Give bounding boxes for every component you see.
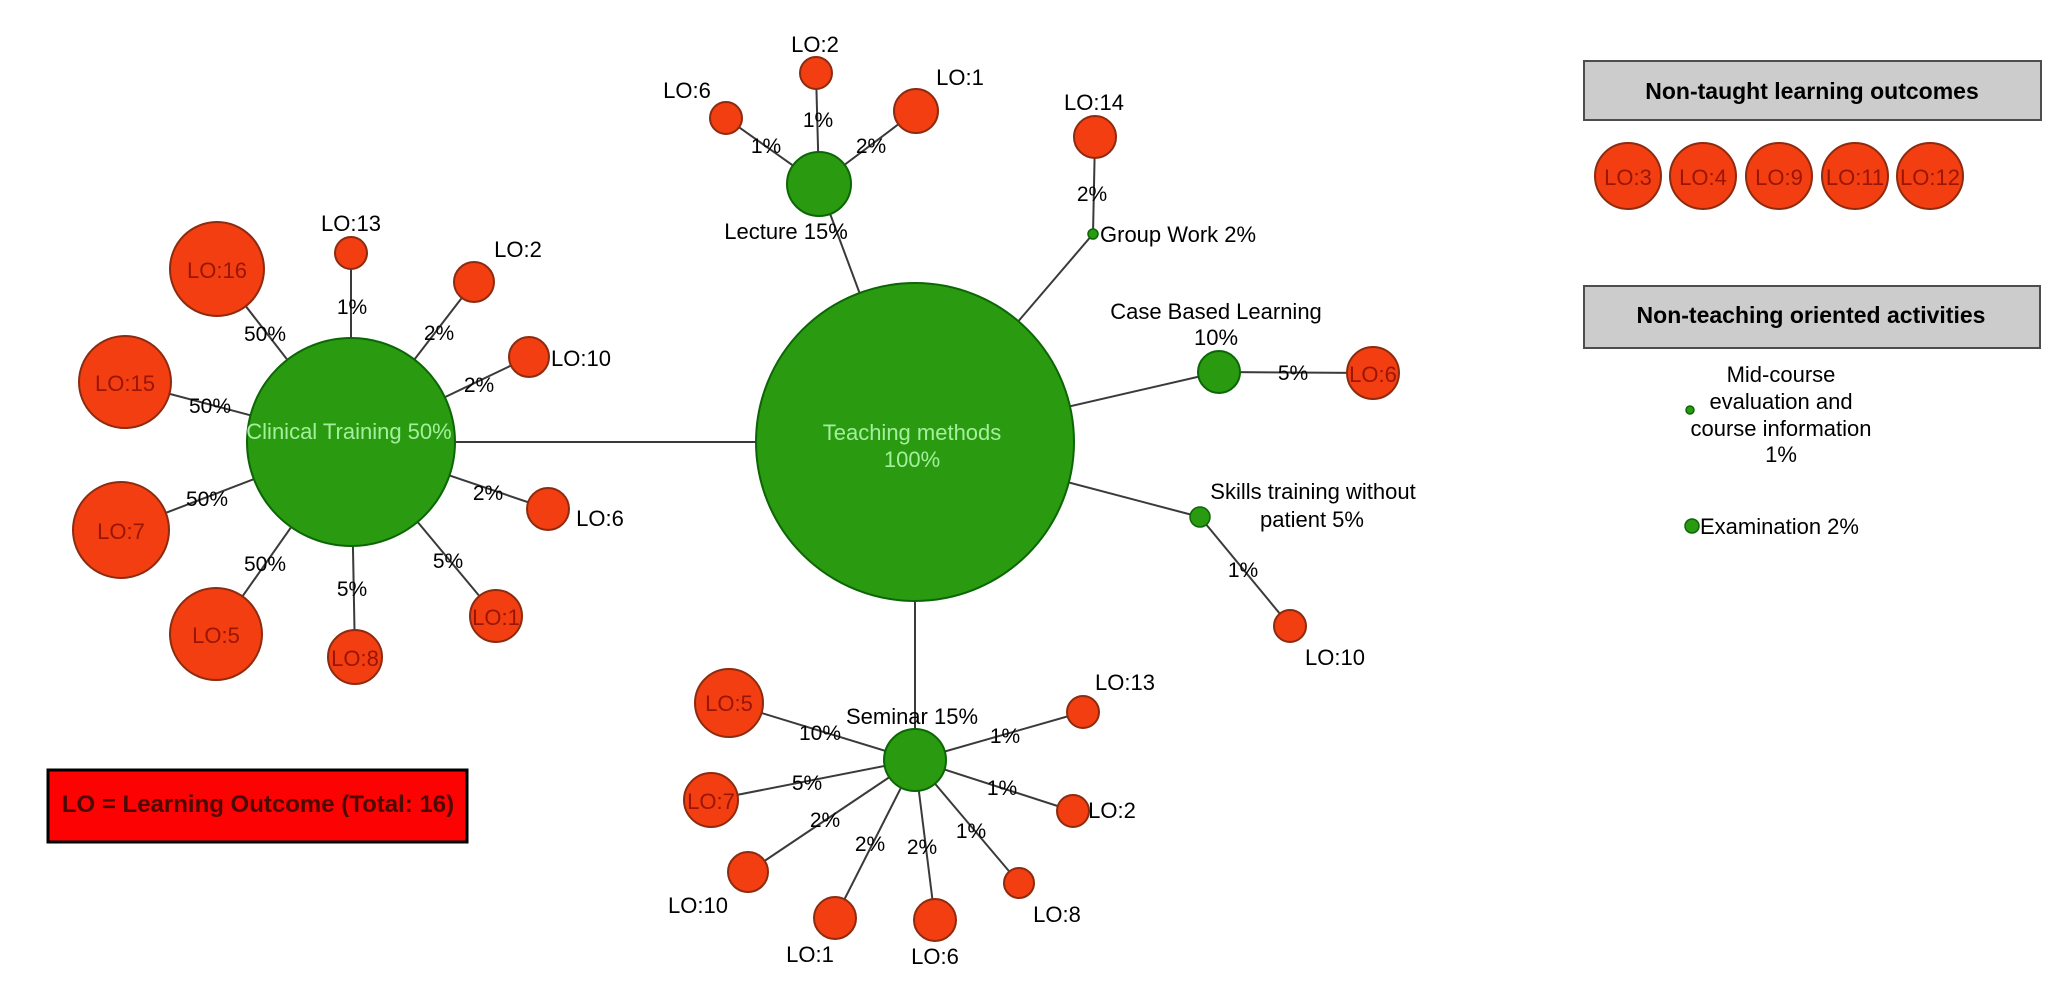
svg-text:10%: 10%: [1194, 325, 1238, 350]
svg-text:LO:6: LO:6: [663, 78, 711, 103]
svg-text:100%: 100%: [884, 447, 940, 472]
svg-text:course information: course information: [1691, 416, 1872, 441]
svg-text:Case Based Learning: Case Based Learning: [1110, 299, 1322, 324]
svg-text:2%: 2%: [473, 482, 503, 505]
svg-text:2%: 2%: [855, 833, 885, 856]
svg-text:10%: 10%: [799, 722, 841, 745]
svg-text:patient 5%: patient 5%: [1260, 507, 1364, 532]
svg-text:LO:6: LO:6: [911, 944, 959, 969]
svg-text:LO:2: LO:2: [1088, 798, 1136, 823]
svg-text:LO:5: LO:5: [705, 691, 753, 716]
svg-text:evaluation and: evaluation and: [1709, 389, 1852, 414]
svg-text:LO:13: LO:13: [1095, 670, 1155, 695]
svg-text:LO:16: LO:16: [187, 258, 247, 283]
svg-text:LO:12: LO:12: [1900, 165, 1960, 190]
svg-text:LO:7: LO:7: [687, 789, 735, 814]
svg-text:Mid-course: Mid-course: [1727, 362, 1836, 387]
svg-text:1%: 1%: [956, 820, 986, 843]
svg-text:LO:15: LO:15: [95, 371, 155, 396]
svg-text:LO = Learning Outcome (Total:: LO = Learning Outcome (Total: 16): [62, 791, 454, 818]
svg-text:50%: 50%: [189, 395, 231, 418]
svg-text:1%: 1%: [1765, 442, 1797, 467]
svg-text:LO:1: LO:1: [936, 65, 984, 90]
svg-text:1%: 1%: [751, 135, 781, 158]
svg-text:1%: 1%: [990, 725, 1020, 748]
svg-text:50%: 50%: [244, 323, 286, 346]
svg-text:2%: 2%: [907, 836, 937, 859]
svg-text:50%: 50%: [244, 553, 286, 576]
svg-text:LO:1: LO:1: [786, 942, 834, 967]
svg-text:2%: 2%: [856, 135, 886, 158]
svg-text:2%: 2%: [424, 322, 454, 345]
svg-text:LO:8: LO:8: [1033, 902, 1081, 927]
svg-text:Lecture 15%: Lecture 15%: [724, 219, 848, 244]
svg-text:5%: 5%: [1278, 362, 1308, 385]
svg-text:LO:2: LO:2: [494, 237, 542, 262]
svg-text:LO:10: LO:10: [551, 346, 611, 371]
svg-text:LO:10: LO:10: [1305, 645, 1365, 670]
svg-text:LO:2: LO:2: [791, 32, 839, 57]
svg-text:Clinical Training 50%: Clinical Training 50%: [246, 419, 451, 444]
svg-text:5%: 5%: [433, 550, 463, 573]
svg-text:LO:4: LO:4: [1679, 165, 1727, 190]
svg-text:5%: 5%: [792, 772, 822, 795]
svg-text:LO:3: LO:3: [1604, 165, 1652, 190]
svg-text:LO:7: LO:7: [97, 519, 145, 544]
svg-text:1%: 1%: [337, 296, 367, 319]
svg-text:Non-taught learning outcomes: Non-taught learning outcomes: [1645, 78, 1979, 104]
svg-text:Seminar 15%: Seminar 15%: [846, 704, 978, 729]
svg-text:1%: 1%: [987, 777, 1017, 800]
svg-text:Group Work 2%: Group Work 2%: [1100, 222, 1256, 247]
svg-text:2%: 2%: [810, 809, 840, 832]
svg-text:Teaching methods: Teaching methods: [823, 420, 1002, 445]
svg-text:Non-teaching oriented activiti: Non-teaching oriented activities: [1637, 302, 1986, 328]
svg-text:LO:13: LO:13: [321, 211, 381, 236]
svg-text:LO:5: LO:5: [192, 623, 240, 648]
svg-text:LO:6: LO:6: [1349, 362, 1397, 387]
svg-text:2%: 2%: [1077, 183, 1107, 206]
svg-text:5%: 5%: [337, 578, 367, 601]
svg-text:LO:11: LO:11: [1826, 165, 1884, 190]
svg-text:Examination 2%: Examination 2%: [1700, 514, 1859, 539]
svg-text:Skills training without: Skills training without: [1210, 479, 1415, 504]
svg-text:LO:6: LO:6: [576, 506, 624, 531]
svg-text:LO:10: LO:10: [668, 893, 728, 918]
svg-text:1%: 1%: [803, 109, 833, 132]
svg-text:1%: 1%: [1228, 559, 1258, 582]
svg-text:LO:1: LO:1: [472, 605, 520, 630]
svg-text:LO:14: LO:14: [1064, 90, 1124, 115]
svg-text:50%: 50%: [186, 488, 228, 511]
svg-text:LO:9: LO:9: [1755, 165, 1803, 190]
svg-text:2%: 2%: [464, 374, 494, 397]
svg-text:LO:8: LO:8: [331, 646, 379, 671]
